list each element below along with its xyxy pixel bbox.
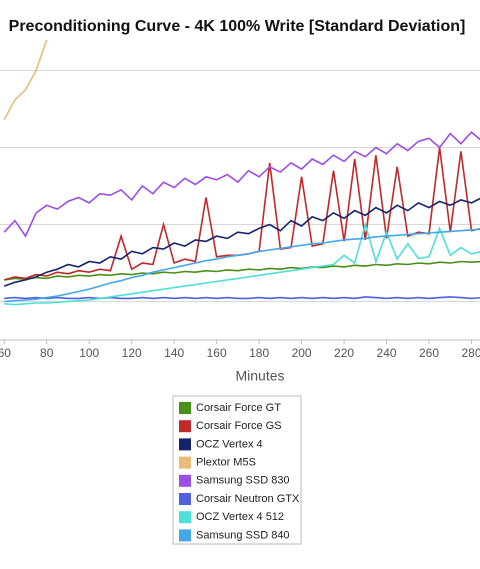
legend-swatch xyxy=(179,438,191,451)
x-tick-label: 200 xyxy=(292,346,312,360)
legend-label: OCZ Vertex 4 512 xyxy=(196,511,284,523)
x-tick-label: 140 xyxy=(164,346,184,360)
x-tick-label: 280 xyxy=(461,346,480,360)
plot-area xyxy=(0,39,480,306)
legend-swatch xyxy=(179,493,191,505)
x-tick-label: 240 xyxy=(377,346,397,360)
legend-swatch xyxy=(179,456,191,469)
x-tick-label: 220 xyxy=(334,346,354,360)
x-tick-label: 80 xyxy=(40,346,54,360)
legend-box xyxy=(172,395,302,545)
series-line xyxy=(3,130,480,238)
legend-label: Corsair Neutron GTX xyxy=(196,493,300,505)
x-tick-label: 100 xyxy=(79,346,99,360)
x-axis-label: Minutes xyxy=(235,368,284,384)
series-line xyxy=(4,296,480,300)
x-tick-label: 120 xyxy=(122,346,142,360)
series-line xyxy=(4,260,480,281)
legend-label: Samsung SSD 830 xyxy=(196,475,290,487)
legend-swatch xyxy=(179,529,191,542)
x-tick-label: 160 xyxy=(207,346,227,360)
x-tick-label: 180 xyxy=(249,346,269,360)
series-line xyxy=(4,228,480,303)
legend-label: Samsung SSD 840 xyxy=(196,529,290,541)
series-line xyxy=(3,39,48,121)
chart-title: Preconditioning Curve - 4K 100% Write [S… xyxy=(9,18,466,35)
legend-swatch xyxy=(179,511,191,524)
series-line xyxy=(4,221,480,306)
series-line xyxy=(3,197,480,287)
series-line xyxy=(3,147,480,281)
legend-swatch xyxy=(179,474,191,487)
legend-swatch xyxy=(179,420,191,433)
x-tick-label: 60 xyxy=(0,346,11,360)
legend-label: OCZ Vertex 4 xyxy=(196,438,263,450)
legend-label: Plextor M5S xyxy=(196,457,256,469)
legend-label: Corsair Force GS xyxy=(196,420,282,432)
legend-label: Corsair Force GT xyxy=(196,402,281,414)
legend-swatch xyxy=(179,402,191,414)
x-tick-label: 260 xyxy=(419,346,439,360)
